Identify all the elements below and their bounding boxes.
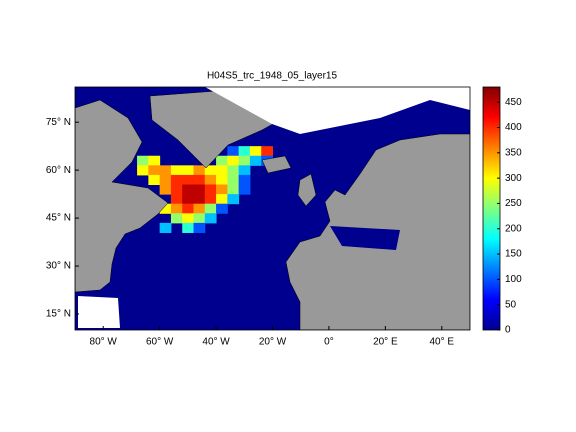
cell xyxy=(170,165,183,176)
cell xyxy=(227,174,240,186)
cell xyxy=(170,194,183,205)
cell xyxy=(148,155,161,166)
cell xyxy=(204,203,217,214)
x-tick-label: 40° E xyxy=(429,337,454,348)
mediterranean xyxy=(330,226,400,250)
cell xyxy=(216,174,228,186)
cell xyxy=(193,165,206,176)
cell xyxy=(182,222,194,233)
colorbar-tick-label: 250 xyxy=(505,198,522,209)
colorbar-tick-label: 300 xyxy=(505,173,522,184)
cell xyxy=(159,222,172,233)
cell xyxy=(159,203,172,214)
y-tick-label: 75° N xyxy=(46,117,71,128)
x-tick-label: 0° xyxy=(324,337,334,348)
cell xyxy=(148,174,161,186)
cell xyxy=(193,203,206,214)
cell xyxy=(238,184,251,195)
cell xyxy=(159,174,172,186)
cell xyxy=(170,203,183,214)
colorbar-tick-label: 50 xyxy=(505,299,517,310)
cell xyxy=(204,165,217,176)
cell xyxy=(193,213,206,224)
cell xyxy=(249,146,262,157)
cell xyxy=(182,174,194,186)
cell xyxy=(238,174,251,186)
cell xyxy=(238,155,251,166)
cell xyxy=(227,184,240,195)
cell xyxy=(193,184,206,195)
x-tick-label: 20° W xyxy=(259,337,287,348)
cell xyxy=(249,155,262,166)
cell xyxy=(204,184,217,195)
cell xyxy=(227,155,240,166)
cell xyxy=(159,165,172,176)
cell xyxy=(216,194,228,205)
y-tick-label: 30° N xyxy=(46,261,71,272)
cell xyxy=(216,155,228,166)
cell xyxy=(204,194,217,205)
cell xyxy=(170,213,183,224)
cell xyxy=(193,174,206,186)
x-tick-label: 60° W xyxy=(146,337,174,348)
y-tick-label: 15° N xyxy=(46,309,71,320)
north-america xyxy=(75,99,169,293)
cell xyxy=(182,203,194,214)
caribbean-nodata xyxy=(78,296,120,328)
colorbar-tick-label: 0 xyxy=(505,325,511,336)
cell xyxy=(182,184,194,195)
colorbar xyxy=(482,86,501,331)
colorbar-tick-label: 400 xyxy=(505,122,522,133)
cell xyxy=(227,194,240,205)
cell xyxy=(182,165,194,176)
cell xyxy=(193,194,206,205)
iceland xyxy=(261,155,292,174)
cell xyxy=(170,184,183,195)
colorbar-tick-label: 200 xyxy=(505,223,522,234)
colorbar-tick-label: 100 xyxy=(505,274,522,285)
britain xyxy=(297,173,317,207)
colorbar-tick-label: 450 xyxy=(505,97,522,108)
cell xyxy=(216,203,228,214)
colorbar-tick-label: 150 xyxy=(505,249,522,260)
cell xyxy=(216,184,228,195)
y-tick-label: 45° N xyxy=(46,213,71,224)
cell xyxy=(261,146,273,157)
x-tick-label: 80° W xyxy=(90,337,118,348)
cell xyxy=(227,165,240,176)
x-tick-label: 40° W xyxy=(202,337,230,348)
cell xyxy=(227,146,240,157)
cell xyxy=(137,155,149,166)
cell xyxy=(193,222,206,233)
field xyxy=(137,146,273,233)
arctic-ice xyxy=(205,87,470,134)
cell xyxy=(238,146,251,157)
cell xyxy=(148,165,161,176)
cell xyxy=(137,165,149,176)
colorbar-tick-label: 350 xyxy=(505,147,522,158)
cell xyxy=(170,174,183,186)
x-tick-label: 20° E xyxy=(373,337,398,348)
y-tick-label: 60° N xyxy=(46,165,71,176)
cell xyxy=(159,184,172,195)
basemap xyxy=(75,87,470,330)
cell xyxy=(204,174,217,186)
cell xyxy=(182,213,194,224)
cell xyxy=(216,165,228,176)
cell xyxy=(204,213,217,224)
cell xyxy=(182,194,194,205)
cell xyxy=(238,165,251,176)
chart-title: H04S5_trc_1948_05_layer15 xyxy=(207,71,338,82)
